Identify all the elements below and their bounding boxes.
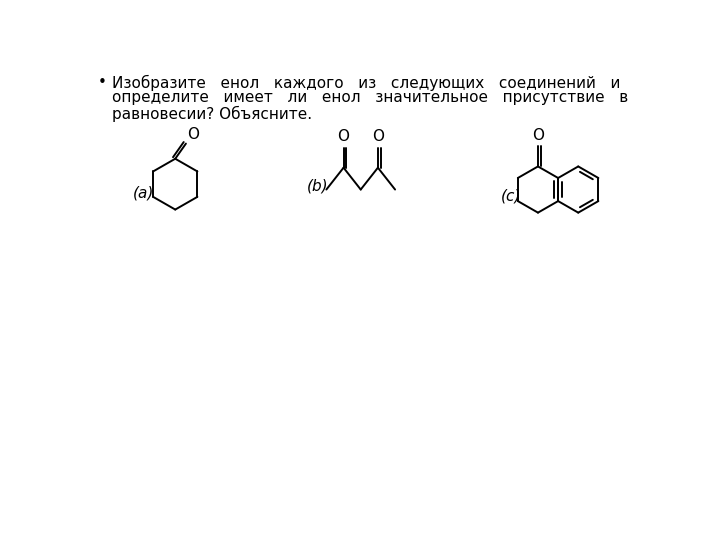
Text: (a): (a) (132, 186, 154, 201)
Text: определите   имеет   ли   енол   значительное   присутствие   в: определите имеет ли енол значительное пр… (112, 90, 628, 105)
Text: O: O (532, 127, 544, 143)
Text: Изобразите   енол   каждого   из   следующих   соединений   и: Изобразите енол каждого из следующих сое… (112, 75, 620, 91)
Text: O: O (187, 127, 199, 142)
Text: O: O (372, 129, 384, 144)
Text: O: O (338, 129, 349, 144)
Text: равновесии? Объясните.: равновесии? Объясните. (112, 106, 312, 122)
Text: (c): (c) (501, 188, 521, 203)
Text: •: • (98, 75, 107, 90)
Text: (b): (b) (307, 178, 328, 193)
